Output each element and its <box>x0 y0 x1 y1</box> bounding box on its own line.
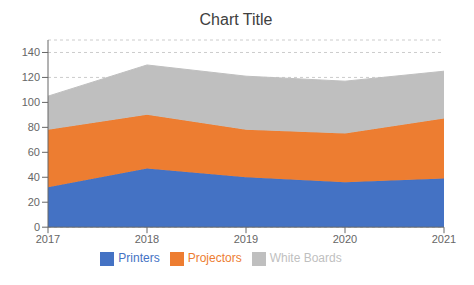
svg-text:140: 140 <box>22 46 40 58</box>
html-text:Projectors: Projectors <box>187 251 242 266</box>
svg-text:120: 120 <box>22 71 40 83</box>
svg-text:0: 0 <box>34 221 40 233</box>
html-text:Chart Title: Chart Title <box>199 11 273 28</box>
svg-text:2020: 2020 <box>333 233 357 245</box>
svg-text:2018: 2018 <box>135 233 159 245</box>
svg-text:2017: 2017 <box>36 233 60 245</box>
svg-text:100: 100 <box>22 96 40 108</box>
svg-text:20: 20 <box>28 196 40 208</box>
svg-text:2019: 2019 <box>234 233 258 245</box>
svg-text:80: 80 <box>28 121 40 133</box>
svg-text:60: 60 <box>28 146 40 158</box>
svg-text:2021: 2021 <box>432 233 456 245</box>
html-text:White Boards: White Boards <box>269 251 342 266</box>
svg-text:40: 40 <box>28 171 40 183</box>
html-text:Printers: Printers <box>118 251 160 266</box>
